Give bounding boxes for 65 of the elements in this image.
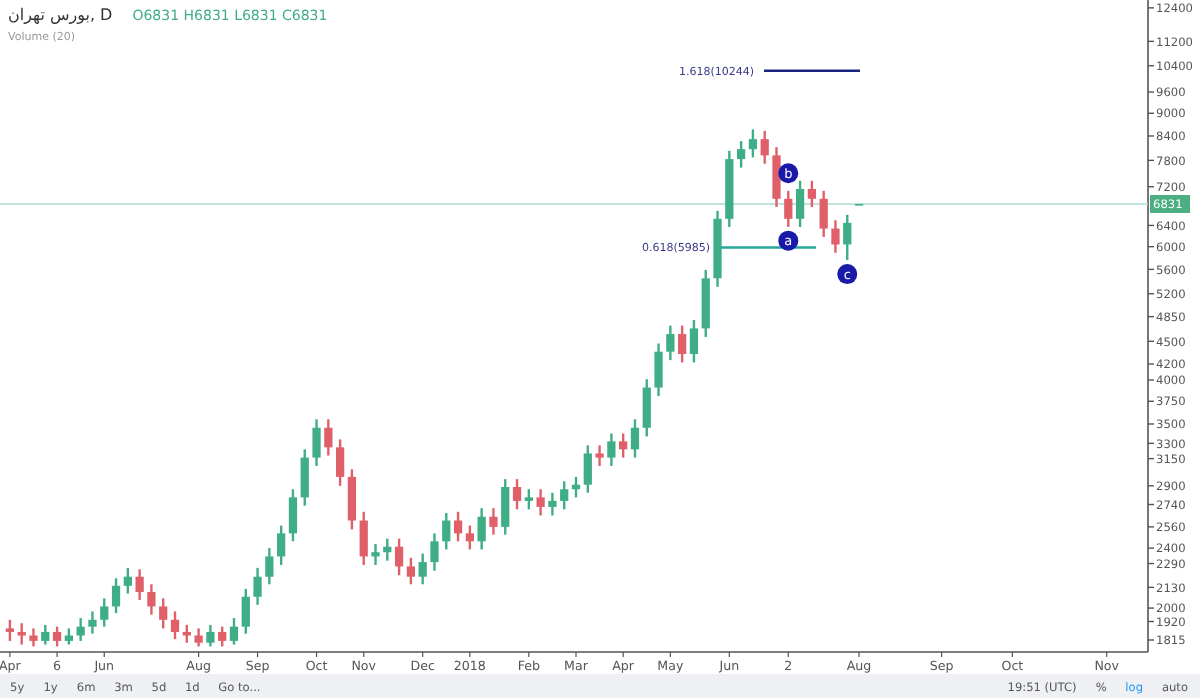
candlestick	[512, 477, 522, 511]
candlestick	[324, 418, 333, 457]
candlestick	[241, 587, 250, 635]
candlestick	[418, 552, 427, 586]
candlestick	[760, 129, 769, 165]
candlestick	[277, 524, 286, 567]
candlestick	[524, 488, 533, 511]
candlestick	[394, 537, 404, 577]
candlestick	[630, 418, 640, 459]
candlestick	[218, 625, 227, 648]
candlestick	[795, 179, 805, 229]
candlestick	[772, 145, 781, 209]
candlestick	[336, 438, 345, 488]
candlestick	[288, 488, 298, 543]
candlestick	[489, 506, 498, 536]
candlestick	[265, 546, 274, 586]
candlestick	[642, 378, 651, 438]
candlestick	[831, 219, 840, 254]
candlestick	[784, 189, 793, 229]
candlestick	[607, 432, 616, 468]
candlestick	[678, 324, 687, 364]
candlestick	[41, 623, 50, 646]
candlestick	[619, 432, 628, 459]
candlestick	[253, 566, 262, 606]
candlestick	[312, 418, 321, 468]
candlestick	[595, 444, 604, 468]
candlestick	[300, 448, 309, 507]
candlestick	[52, 625, 62, 648]
candlestick	[76, 616, 85, 643]
candlestick	[100, 597, 109, 628]
candlestick	[135, 568, 144, 602]
candlestick	[560, 480, 569, 511]
candlestick	[359, 510, 368, 567]
candlestick	[170, 610, 180, 641]
candlestick	[17, 622, 26, 646]
candlestick	[501, 477, 510, 536]
candlestick	[111, 577, 121, 615]
candlestick	[477, 506, 486, 551]
chart-title: بورس تهران, D	[8, 6, 113, 24]
candlestick	[548, 491, 557, 517]
candlestick	[5, 618, 15, 643]
candlestick	[654, 342, 663, 398]
candlestick	[689, 318, 699, 364]
candlestick	[159, 597, 168, 630]
candlestick	[442, 511, 451, 551]
candlestick	[536, 488, 545, 517]
candlestick	[465, 524, 474, 551]
candlestick	[748, 128, 758, 159]
candlestick	[807, 179, 816, 209]
candlestick	[147, 583, 156, 616]
candlestick	[347, 468, 357, 531]
candlestick	[206, 623, 215, 648]
candlestick	[666, 324, 675, 362]
candlestick	[583, 444, 592, 494]
candlestick	[123, 566, 132, 595]
candlestick	[371, 542, 380, 567]
candlestick	[736, 139, 746, 169]
candlestick	[229, 616, 239, 646]
candlestick	[843, 213, 852, 262]
candlestick	[88, 610, 97, 635]
candlestick	[430, 532, 439, 572]
candlestick	[406, 556, 416, 586]
candlestick	[453, 510, 463, 543]
candlestick	[29, 627, 38, 648]
candlestick	[819, 189, 828, 239]
